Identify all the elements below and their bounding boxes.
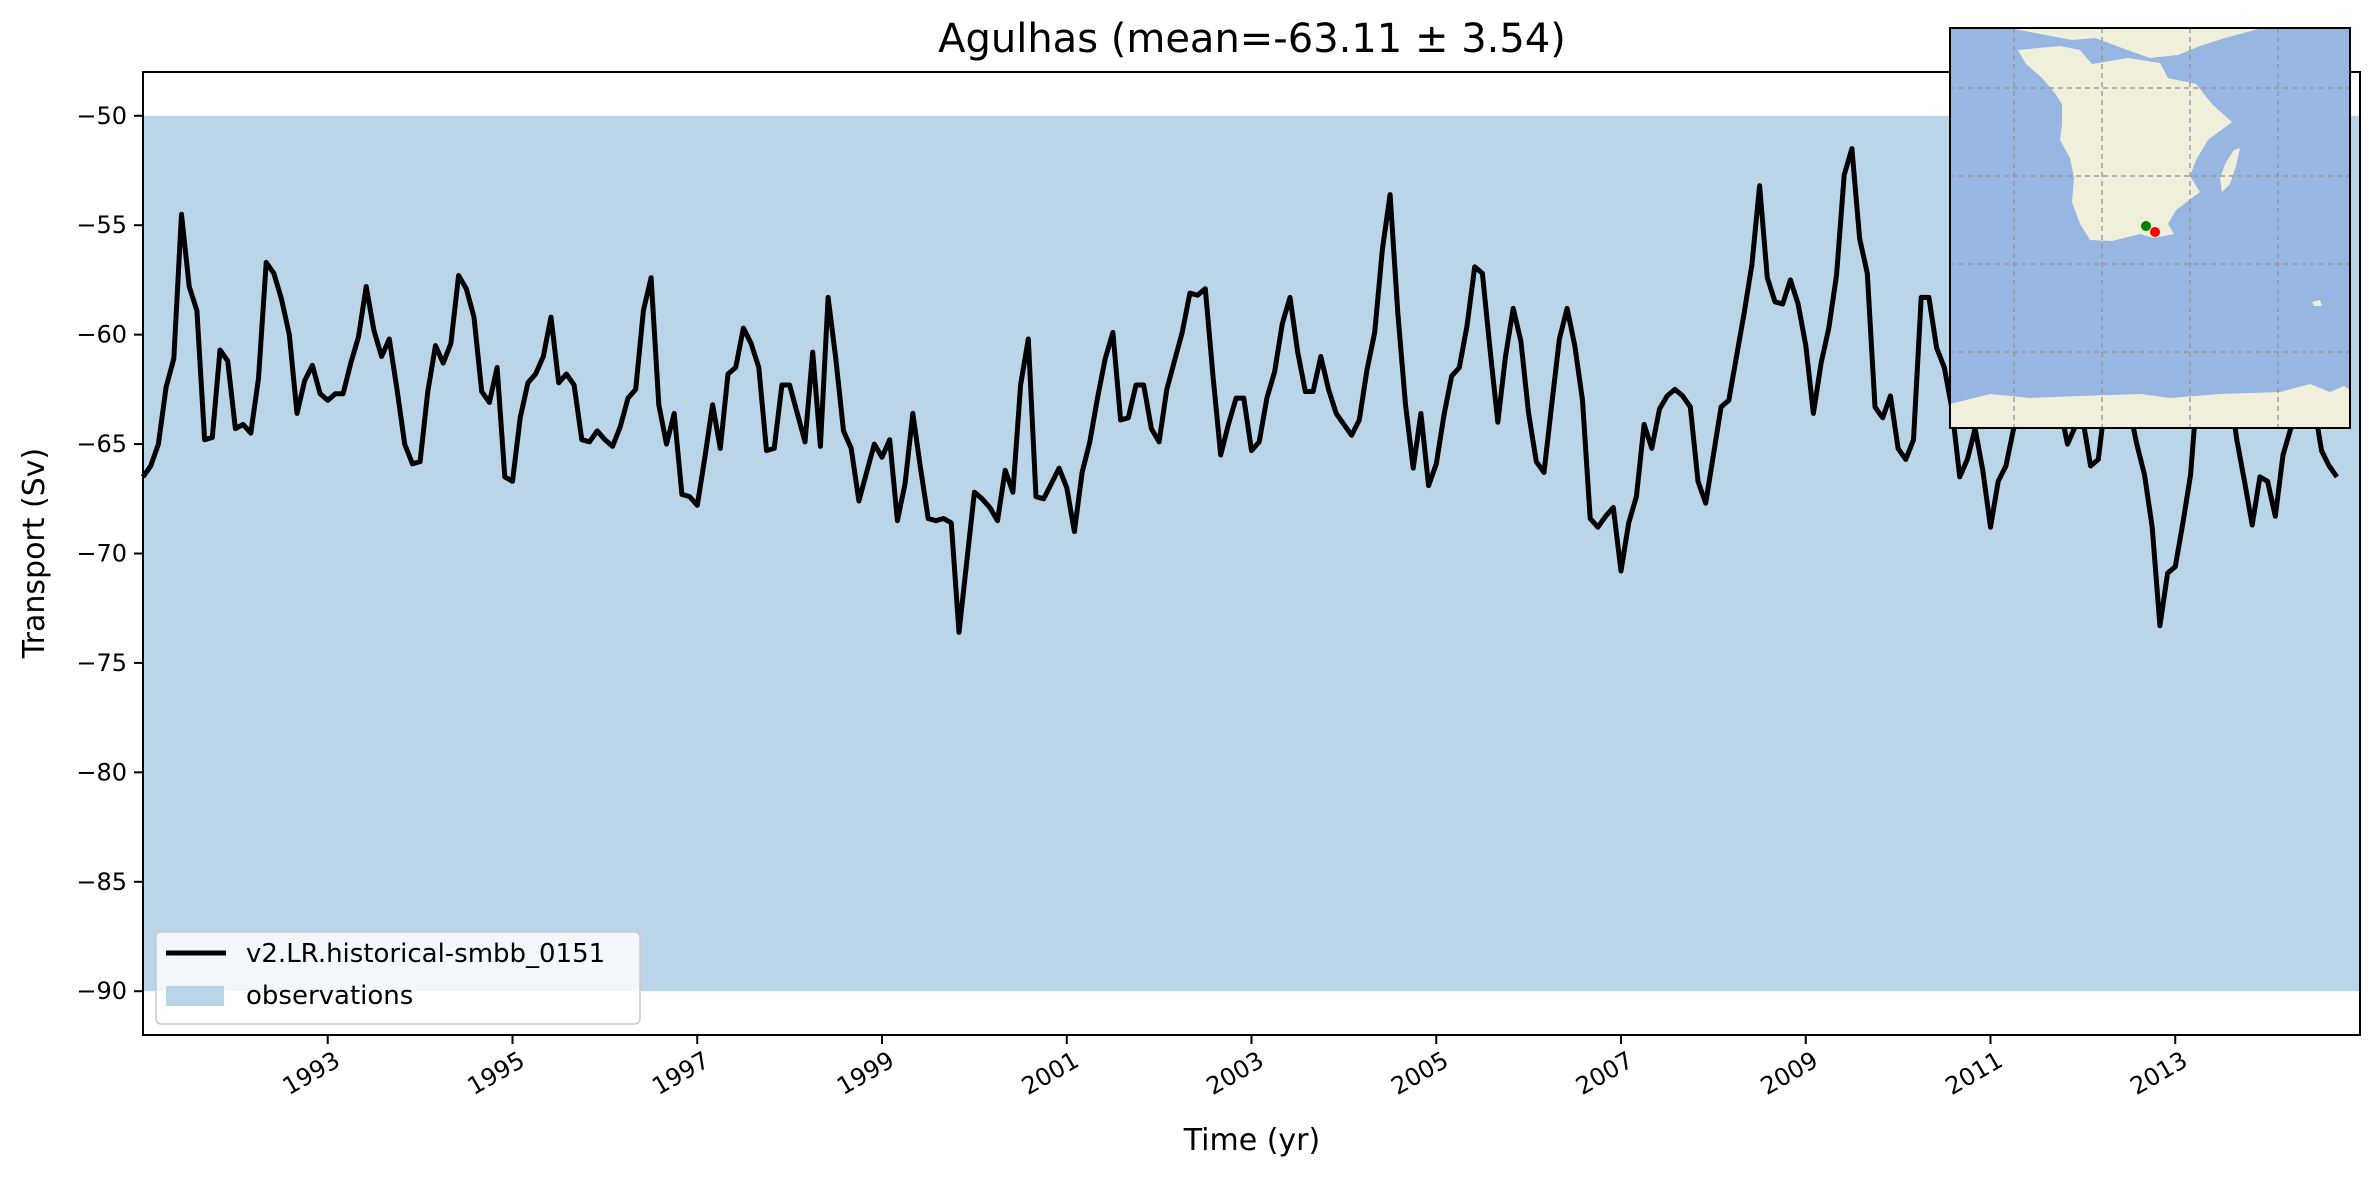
series-line [140,146,2339,635]
x-tick-label: 1995 [463,1046,530,1101]
x-tick-label: 2013 [2125,1046,2192,1101]
inset-map [1949,27,2351,429]
chart-title: Agulhas (mean=-63.11 ± 3.54) [938,16,1566,62]
x-axis-ticks: 1993 1995 1997 1999 2001 2003 2005 2007 2009 2011… [278,1035,2192,1101]
x-axis-label: Time (yr) [1183,1123,1320,1158]
map-marker-start [2141,221,2151,231]
y-tick-label: −65 [76,430,127,458]
y-tick-label: −85 [76,868,127,896]
legend-observations-swatch [166,986,224,1006]
map-marker-end [2150,227,2160,237]
y-tick-label: −80 [76,758,127,786]
y-axis-ticks: −50 −55 −60 −65 −70 −75 −80 −85 −90 [76,102,143,1005]
y-tick-label: −90 [76,977,127,1005]
y-axis-label: Transport (Sv) [17,448,52,660]
legend-box [155,931,641,1025]
inset-frame [1949,27,2351,429]
x-tick-label: 2007 [1571,1046,1638,1101]
x-tick-label: 2003 [1202,1046,1269,1101]
x-tick-label: 1999 [832,1046,899,1101]
legend-observations-label: observations [246,981,413,1011]
legend: v2.LR.historical-smbb_0151 observations [155,931,641,1025]
x-tick-label: 2009 [1756,1046,1823,1101]
x-tick-label: 2011 [1941,1046,2008,1101]
x-tick-label: 1993 [278,1046,345,1101]
y-tick-label: −50 [76,102,127,130]
x-tick-label: 2005 [1386,1046,1453,1101]
x-tick-label: 2001 [1017,1046,1084,1101]
map-gridlines [1950,28,2350,428]
y-tick-label: −75 [76,649,127,677]
x-tick-label: 1997 [647,1046,714,1101]
y-tick-label: −55 [76,211,127,239]
legend-series-label: v2.LR.historical-smbb_0151 [246,939,605,969]
map-land [1950,28,2350,428]
y-tick-label: −60 [76,321,127,349]
plot-frame [142,71,2361,1036]
y-tick-label: −70 [76,540,127,568]
